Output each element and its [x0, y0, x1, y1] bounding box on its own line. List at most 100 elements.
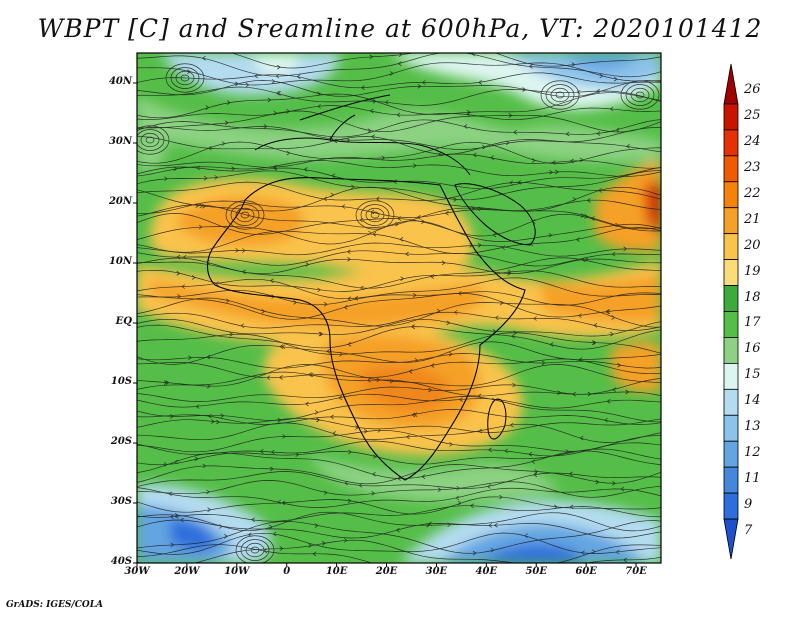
colorbar-bin	[723, 103, 739, 131]
streamline-arrow	[344, 305, 348, 310]
streamline-arrow	[314, 523, 319, 528]
streamline	[137, 242, 661, 257]
streamline-arrow	[625, 389, 629, 395]
streamline-arrow	[605, 309, 610, 314]
vortex-ring	[175, 70, 195, 86]
streamline-arrow	[376, 196, 380, 202]
streamline-arrow	[513, 130, 517, 135]
streamline-arrow	[531, 459, 535, 464]
streamline-arrow	[194, 456, 199, 462]
colorbar-bin	[723, 155, 739, 183]
streamline-arrow	[437, 487, 442, 492]
streamline-arrow	[616, 127, 620, 133]
streamline-arrow	[617, 362, 621, 368]
streamline-arrow	[308, 543, 312, 548]
streamline-arrow	[168, 491, 172, 497]
streamline-arrow	[286, 109, 290, 114]
streamline-arrow	[490, 547, 495, 553]
streamlines	[137, 53, 661, 563]
streamline-arrow	[273, 110, 278, 116]
streamline	[137, 289, 661, 306]
vortex-ring	[365, 207, 385, 223]
streamline-arrow	[208, 413, 212, 419]
streamline-arrow	[531, 158, 536, 163]
streamline-arrow	[372, 231, 377, 237]
lon-tick-label: 20E	[375, 566, 398, 577]
streamline-arrow	[330, 414, 334, 420]
streamline	[137, 332, 661, 355]
streamline-arrow	[529, 241, 534, 247]
streamline-arrow	[610, 331, 614, 337]
streamline-arrow	[581, 550, 585, 556]
streamline	[137, 204, 661, 230]
streamline	[137, 181, 661, 201]
vortex-ring	[250, 546, 260, 554]
streamline-arrow	[322, 540, 326, 546]
streamline-arrow	[455, 495, 460, 501]
streamline-arrow	[282, 434, 286, 439]
streamline-arrow	[478, 206, 482, 212]
streamline-arrow	[571, 62, 575, 67]
streamline-arrow	[470, 205, 475, 211]
vortex-ring	[540, 80, 580, 110]
streamline-arrow	[611, 315, 615, 320]
streamline-arrow	[591, 216, 595, 221]
vortex-ring	[145, 136, 155, 144]
streamline-arrow	[304, 167, 308, 172]
streamline-arrow	[504, 448, 509, 454]
streamline-arrow	[428, 387, 432, 393]
streamline-arrow	[550, 342, 554, 347]
streamline-arrow	[220, 413, 224, 419]
lon-tick-label: 60E	[575, 566, 597, 577]
streamline-arrow	[188, 355, 192, 360]
streamline	[137, 418, 661, 433]
lat-tick-label: 30S	[110, 496, 132, 507]
streamline-arrow	[245, 82, 249, 88]
streamline-arrow	[458, 291, 462, 296]
vortex-ring	[140, 132, 160, 148]
streamline-arrow	[528, 451, 533, 457]
streamline-arrow	[549, 170, 553, 175]
streamline-arrow	[286, 150, 290, 156]
streamline-arrow	[413, 412, 418, 417]
streamline	[137, 464, 661, 485]
streamline-arrow	[533, 472, 538, 478]
streamline-arrow	[347, 256, 351, 262]
streamline-arrow	[266, 375, 271, 381]
lat-tick-label: 20S	[110, 436, 132, 447]
streamline-arrow	[596, 131, 601, 136]
vortex-ring	[240, 539, 270, 561]
streamline-arrow	[273, 531, 277, 537]
streamline	[137, 110, 661, 133]
colorbar-bin	[723, 129, 739, 157]
streamline	[230, 53, 661, 69]
streamline-arrow	[512, 382, 516, 388]
streamline-arrow	[623, 246, 627, 252]
streamline-arrow	[606, 309, 611, 314]
colorbar-bin	[723, 233, 739, 261]
streamline-arrow	[279, 375, 283, 380]
streamline	[137, 277, 661, 300]
streamline	[137, 293, 661, 320]
streamline-arrow	[254, 73, 258, 79]
streamline-arrow	[406, 434, 410, 440]
streamline	[137, 220, 661, 245]
streamline	[137, 250, 661, 267]
streamline-arrow	[421, 219, 425, 224]
streamline-arrow	[412, 292, 417, 298]
colorbar-label: 21	[744, 211, 761, 227]
vortex-ring	[555, 91, 565, 99]
streamline-arrow	[473, 152, 477, 158]
vortex-ring	[230, 204, 260, 226]
streamline-arrow	[174, 512, 179, 518]
streamline-arrow	[330, 192, 334, 198]
streamline-arrow	[557, 390, 561, 395]
vortex-ring	[180, 74, 190, 82]
streamline-arrow	[389, 71, 394, 76]
colorbar-label: 9	[744, 497, 753, 513]
streamline-arrow	[620, 486, 625, 492]
streamline-arrow	[408, 369, 413, 374]
streamline-arrow	[431, 363, 435, 368]
streamline-arrow	[370, 209, 375, 215]
